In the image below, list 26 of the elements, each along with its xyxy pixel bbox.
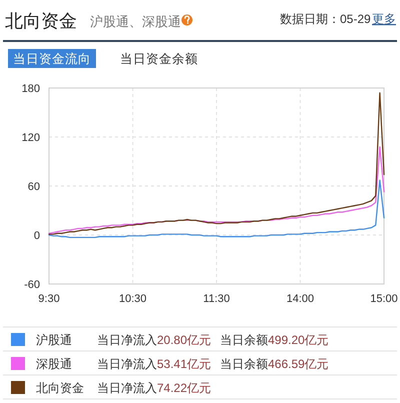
- x-tick-label: 11:30: [203, 293, 230, 305]
- line-series: [48, 92, 385, 235]
- y-tick-label: 120: [22, 132, 40, 144]
- x-tick-label: 14:00: [286, 293, 314, 305]
- y-tick-label: 180: [22, 83, 40, 95]
- x-tick-label: 10:30: [118, 293, 147, 305]
- chart-title: 北向资金: [5, 11, 77, 31]
- text: 数据日期：05-29: [280, 12, 372, 26]
- legend-label: 深股通: [36, 357, 72, 371]
- text: 当日资金余额: [120, 52, 198, 66]
- x-tick-label: 9:30: [38, 293, 60, 305]
- text: 当日净流入53.41亿元: [97, 357, 212, 371]
- y-tick-label: 0: [34, 230, 40, 242]
- text: 当日余额466.59亿元: [220, 357, 329, 371]
- line-series: [48, 180, 385, 238]
- text: 当日资金流向: [13, 51, 91, 66]
- text: 更多: [372, 12, 396, 26]
- chart-subtitle: 沪股通、深股通: [90, 14, 181, 29]
- text: 当日净流入74.22亿元: [97, 381, 212, 395]
- legend-label: 北向资金: [36, 381, 84, 395]
- y-tick-label: -60: [24, 279, 40, 291]
- legend-label: 沪股通: [36, 333, 72, 347]
- y-tick-label: 60: [28, 181, 40, 193]
- text: 当日余额499.20亿元: [220, 333, 329, 347]
- x-tick-label: 15:00: [370, 293, 398, 305]
- text: 当日净流入20.80亿元: [97, 333, 212, 347]
